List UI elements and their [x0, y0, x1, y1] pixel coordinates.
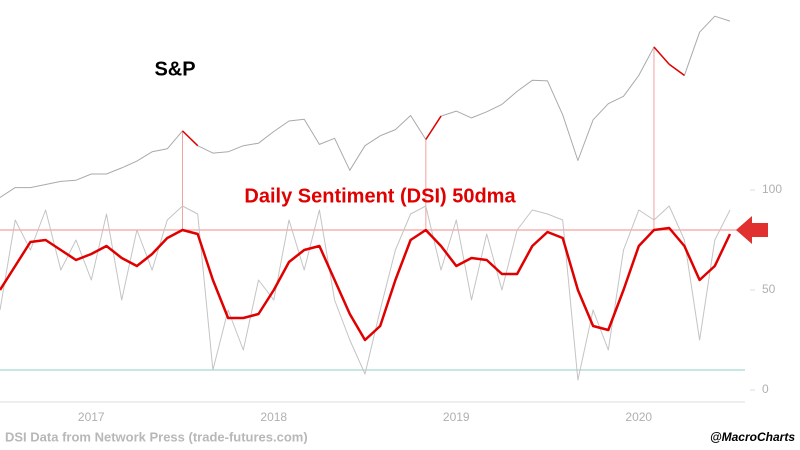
x-tick-label: 2018	[260, 410, 287, 424]
sp-label: S&P	[154, 58, 195, 80]
sp-highlight	[668, 63, 685, 76]
sp-highlight	[653, 46, 670, 65]
x-tick-label: 2020	[625, 410, 652, 424]
sp-highlight	[181, 130, 199, 147]
dsi-daily-line	[0, 205, 731, 381]
y-tick-label: 0	[762, 382, 769, 396]
source-note: DSI Data from Network Press (trade-futur…	[5, 429, 308, 444]
x-tick-label: 2019	[443, 410, 470, 424]
y-tick-label: 100	[762, 182, 782, 196]
y-tick-label: 50	[762, 282, 776, 296]
credit: @MacroCharts	[710, 430, 795, 444]
x-tick-label: 2017	[78, 410, 105, 424]
sp-line	[0, 15, 731, 198]
sp-highlight	[425, 115, 442, 140]
dsi-50dma-line	[0, 226, 732, 342]
arrow	[736, 216, 768, 244]
plot: 0 50 100 2017 2018 2019 2020	[0, 15, 782, 424]
dsi-label: Daily Sentiment (DSI) 50dma	[244, 185, 516, 207]
